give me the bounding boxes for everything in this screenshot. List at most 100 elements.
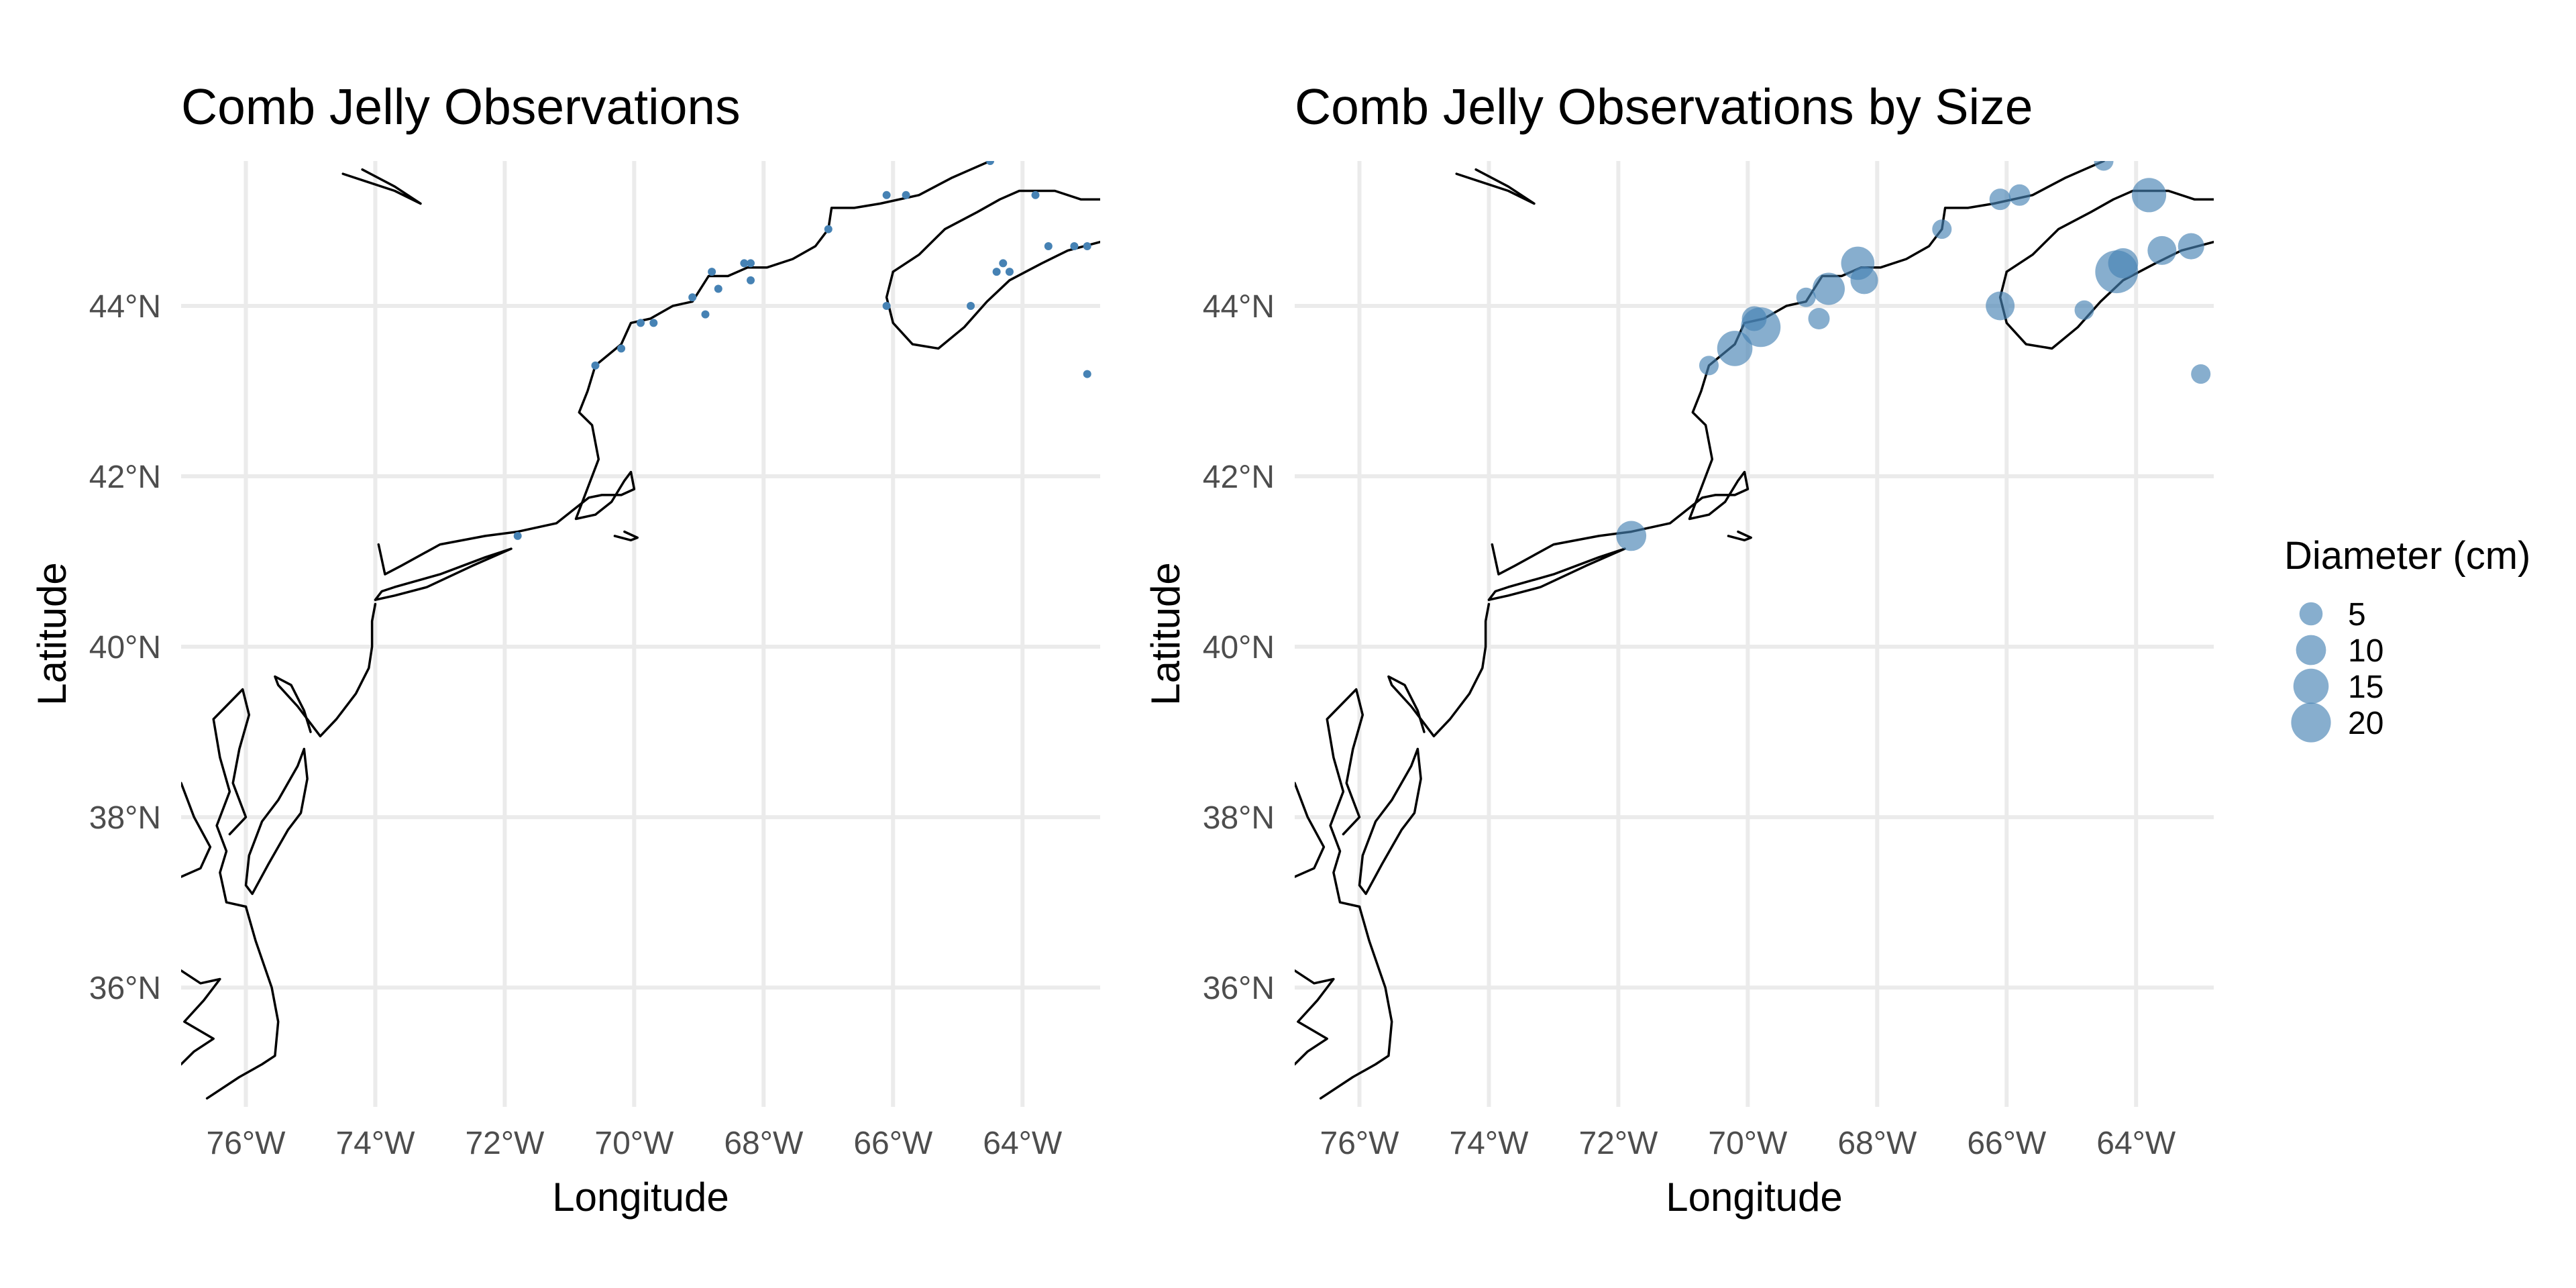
x-tick-label: 74°W bbox=[335, 1126, 415, 1161]
observation-point bbox=[747, 276, 755, 284]
observation-point bbox=[2131, 178, 2167, 213]
x-tick-label: 66°W bbox=[853, 1126, 933, 1161]
coastline bbox=[212, 688, 251, 908]
x-axis-label: Longitude bbox=[1666, 1175, 1843, 1220]
y-tick-label: 38°N bbox=[89, 800, 161, 836]
coastline bbox=[244, 747, 309, 896]
observation-point bbox=[999, 259, 1008, 268]
x-tick-label: 72°W bbox=[465, 1126, 545, 1161]
coastline bbox=[1295, 969, 1335, 1066]
y-tick-label: 36°N bbox=[89, 971, 161, 1006]
observation-point bbox=[649, 319, 658, 327]
right-panel: 76°W 74°W 72°W 70°W 68°W 66°W 64°W 36°N 38°N 40°N… bbox=[1143, 78, 2214, 1220]
x-tick-label: 68°W bbox=[1837, 1126, 1917, 1161]
legend-title: Diameter (cm) bbox=[2284, 534, 2530, 578]
coastline bbox=[341, 168, 422, 205]
observation-point bbox=[513, 531, 522, 540]
observation-point bbox=[1796, 287, 1816, 307]
observation-point bbox=[1741, 306, 1767, 331]
observation-point bbox=[882, 301, 891, 310]
observation-point bbox=[1717, 331, 1753, 366]
x-tick-label: 64°W bbox=[2096, 1126, 2176, 1161]
observation-point bbox=[2008, 184, 2031, 206]
legend-key-circle bbox=[2293, 668, 2329, 704]
coastline bbox=[892, 189, 1100, 273]
coastline bbox=[374, 547, 513, 601]
y-tick-label: 44°N bbox=[1203, 289, 1275, 325]
y-tick-label: 44°N bbox=[89, 289, 161, 325]
observation-point bbox=[617, 344, 626, 353]
coastline bbox=[1387, 602, 1491, 738]
chart-title: Comb Jelly Observations bbox=[181, 78, 741, 135]
coastline bbox=[1326, 688, 1364, 908]
observation-point bbox=[2074, 300, 2094, 320]
observation-point bbox=[1808, 308, 1830, 329]
x-tick-label: 76°W bbox=[1320, 1126, 1400, 1161]
y-axis-label: Latitude bbox=[1143, 562, 1188, 706]
observation-point bbox=[1850, 266, 1878, 294]
coastline bbox=[613, 530, 639, 542]
coastline bbox=[1487, 547, 1626, 601]
observation-point bbox=[688, 293, 697, 302]
x-tick-label: 66°W bbox=[1967, 1126, 2047, 1161]
y-tick-label: 42°N bbox=[1203, 460, 1275, 495]
coastline bbox=[274, 602, 377, 738]
observation-point bbox=[882, 191, 891, 199]
observation-point bbox=[2108, 248, 2139, 278]
left-panel: 76°W 74°W 72°W 70°W 68°W 66°W 64°W 36°N 38°N 40°N… bbox=[30, 78, 1100, 1220]
observation-point bbox=[747, 259, 755, 268]
observation-point bbox=[1070, 242, 1079, 251]
observation-point bbox=[2094, 161, 2114, 171]
chart-title: Comb Jelly Observations by Size bbox=[1295, 78, 2033, 135]
observation-point bbox=[1989, 189, 2011, 211]
observation-point bbox=[2147, 235, 2177, 265]
coastline bbox=[1358, 747, 1422, 896]
observation-point bbox=[708, 268, 716, 276]
x-tick-label: 72°W bbox=[1578, 1126, 1658, 1161]
observation-point bbox=[714, 284, 722, 293]
observation-point bbox=[985, 161, 994, 165]
legend-label: 5 bbox=[2348, 597, 2366, 633]
legend-label: 15 bbox=[2348, 669, 2383, 705]
observation-point bbox=[1031, 191, 1040, 199]
y-tick-label: 38°N bbox=[1203, 800, 1275, 836]
legend-label: 10 bbox=[2348, 633, 2383, 669]
coastline bbox=[377, 161, 991, 576]
coastline-map bbox=[181, 161, 1100, 1100]
x-tick-label: 70°W bbox=[594, 1126, 674, 1161]
observation-point bbox=[637, 319, 645, 327]
y-tick-label: 40°N bbox=[89, 630, 161, 665]
observation-point bbox=[1044, 242, 1053, 251]
coastline bbox=[1491, 161, 2105, 576]
y-tick-label: 42°N bbox=[89, 460, 161, 495]
x-tick-label: 68°W bbox=[724, 1126, 804, 1161]
coastline bbox=[2005, 189, 2214, 273]
observation-point bbox=[1616, 521, 1647, 551]
observation-points bbox=[513, 161, 1091, 540]
x-tick-label: 70°W bbox=[1708, 1126, 1788, 1161]
coastline bbox=[1727, 530, 1752, 542]
x-tick-label: 76°W bbox=[207, 1126, 286, 1161]
observation-point bbox=[2191, 364, 2211, 384]
y-tick-label: 36°N bbox=[1203, 971, 1275, 1006]
observation-point bbox=[740, 259, 749, 268]
observation-point bbox=[1699, 356, 1719, 376]
coastline bbox=[1455, 168, 1536, 205]
observation-point bbox=[1083, 370, 1091, 378]
coastline bbox=[1295, 782, 1326, 878]
coastline-map bbox=[1295, 161, 2214, 1100]
coastline bbox=[205, 905, 280, 1100]
observation-point bbox=[591, 361, 600, 370]
observation-point bbox=[1986, 291, 2015, 321]
observation-points bbox=[1616, 161, 2211, 551]
observation-point bbox=[1812, 272, 1845, 305]
observation-point bbox=[1005, 268, 1014, 276]
legend-key-circle bbox=[2296, 635, 2326, 665]
y-axis-label: Latitude bbox=[30, 562, 74, 706]
coastline bbox=[181, 782, 212, 878]
coastline bbox=[885, 240, 1100, 350]
observation-point bbox=[2178, 233, 2204, 260]
coastline bbox=[181, 969, 221, 1066]
x-axis-label: Longitude bbox=[552, 1175, 729, 1220]
